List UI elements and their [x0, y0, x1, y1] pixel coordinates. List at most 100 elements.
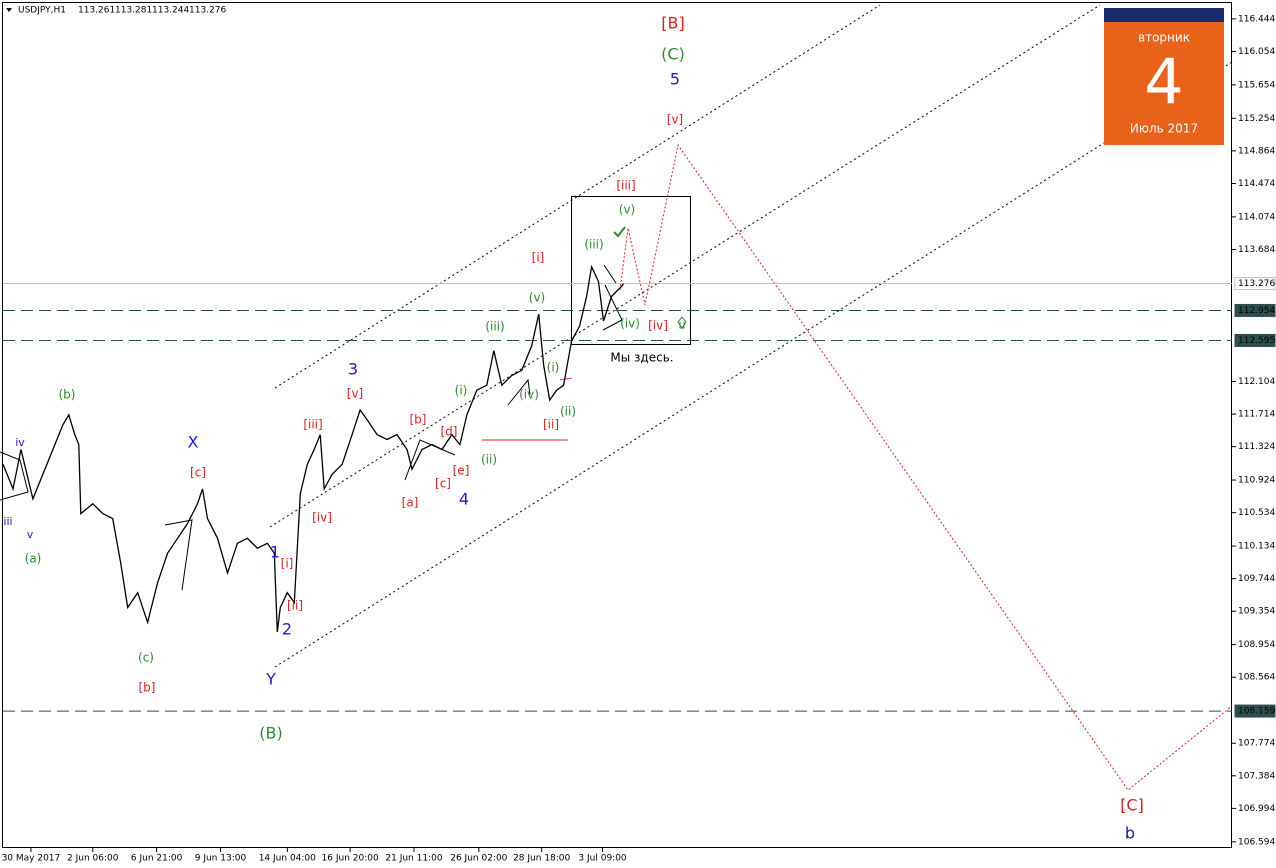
- triangle: [507, 378, 531, 406]
- y-tick-label: 108.954: [1238, 640, 1275, 650]
- wave-label: iv: [15, 436, 25, 449]
- wave-label: [a]: [402, 496, 419, 510]
- wave-label: [C]: [1120, 796, 1144, 815]
- calendar-body: [1104, 8, 1224, 145]
- calendar-widget: вторник 4 Июль 2017: [1104, 8, 1224, 145]
- wave-label: [iv]: [312, 511, 332, 525]
- wave-label: [B]: [661, 14, 684, 33]
- y-tick-label: 115.654: [1238, 80, 1275, 90]
- wave-label: [v]: [667, 113, 683, 127]
- wave-label: [e]: [453, 464, 470, 478]
- y-tick-label: 110.534: [1238, 508, 1275, 518]
- wave-label: [iii]: [303, 418, 322, 432]
- ohlc-value: 113.244: [152, 6, 189, 16]
- y-tick-label: 106.994: [1238, 804, 1275, 814]
- wave-label: [c]: [435, 477, 451, 491]
- y-tick-label: 114.864: [1238, 146, 1275, 156]
- wave-label: [b]: [410, 413, 427, 427]
- level-label: 112.954: [1238, 306, 1275, 316]
- wave-label: [iii]: [616, 179, 635, 193]
- wave-label: X: [188, 433, 199, 452]
- calendar-weekday: вторник: [1138, 31, 1190, 45]
- drawings: [0, 143, 1233, 791]
- wave-label: [b]: [139, 681, 156, 695]
- level-label-bg: [1234, 303, 1276, 317]
- focus-box: [571, 196, 691, 345]
- y-tick-label: 115.254: [1238, 114, 1275, 124]
- wave-label: [v]: [347, 387, 363, 401]
- level-label-bg: [1234, 704, 1276, 718]
- wave-label: [ii]: [287, 599, 303, 613]
- x-tick-label: 28 Jun 18:00: [513, 854, 570, 864]
- calendar-rings: [1104, 8, 1224, 22]
- wave-label: [c]: [190, 466, 206, 480]
- wave-label: 3: [348, 360, 358, 379]
- trend-stroke: [603, 264, 617, 284]
- wave-label: [i]: [532, 251, 545, 265]
- y-tick-label: 110.924: [1238, 476, 1275, 486]
- level-label: 108.159: [1238, 707, 1275, 717]
- wave-label: (B): [259, 724, 282, 743]
- wave-label: [iv]: [648, 319, 668, 333]
- wave-label: (C): [661, 45, 685, 64]
- x-tick-label: 3 Jul 09:00: [578, 854, 627, 864]
- y-tick-label: 116.054: [1238, 47, 1275, 57]
- wave-label: (a): [25, 552, 42, 566]
- wave-label: [d]: [441, 425, 458, 439]
- x-tick-label: 6 Jun 21:00: [131, 854, 183, 864]
- triangle: [164, 519, 193, 591]
- x-tick-label: 21 Jun 11:00: [385, 854, 442, 864]
- triangle: [404, 439, 456, 481]
- level-label-bg: [1234, 277, 1276, 291]
- x-tick-label: 14 Jun 04:00: [259, 854, 316, 864]
- y-tick-label: 111.714: [1238, 410, 1275, 420]
- wave-label: (v): [529, 291, 545, 305]
- calendar-day: 4: [1144, 45, 1183, 118]
- wave-label: (v): [619, 203, 635, 217]
- wave-label: (ii): [560, 405, 576, 419]
- wave-label: Y: [265, 670, 276, 689]
- wave-label: (c): [138, 651, 154, 665]
- calendar-month: Июль 2017: [1130, 122, 1198, 136]
- level-label: 112.595: [1238, 336, 1275, 346]
- wave-label: Мы здесь.: [610, 351, 673, 365]
- menu-arrow: [6, 8, 12, 12]
- wave-label: 4: [459, 490, 469, 509]
- wave-label: 2: [282, 620, 292, 639]
- x-tick-label: 9 Jun 13:00: [195, 854, 247, 864]
- wave-label: (ii): [481, 453, 497, 467]
- y-tick-label: 109.354: [1238, 607, 1275, 617]
- wave-label: (iii): [485, 320, 504, 334]
- ohlc-value: 113.261: [78, 6, 115, 16]
- y-tick-label: 106.594: [1238, 837, 1275, 847]
- x-tick-label: 16 Jun 20:00: [322, 854, 379, 864]
- triangle: [0, 451, 29, 501]
- marker-line: [559, 377, 573, 381]
- y-tick-label: 114.074: [1238, 212, 1275, 222]
- y-tick-label: 109.744: [1238, 574, 1275, 584]
- wave-label: (i): [455, 384, 468, 398]
- triangle: [602, 284, 623, 331]
- y-tick-label: 111.324: [1238, 442, 1275, 452]
- ohlc-value: 113.281: [115, 6, 152, 16]
- wave-label: 1: [270, 543, 280, 562]
- wave-label: (iv): [519, 388, 539, 402]
- wave-label: 5: [670, 70, 680, 89]
- chart-title: USDJPY,H1: [18, 6, 66, 16]
- projection: [619, 143, 1233, 791]
- channel-lines: [269, 4, 1233, 668]
- plot-frame: [2, 2, 1232, 848]
- ohlc-value: 113.276: [189, 6, 226, 16]
- channel-line: [274, 61, 1233, 668]
- price-line: [2, 264, 625, 633]
- check-mark: [613, 226, 626, 238]
- wave-label: [ii]: [543, 418, 559, 432]
- level-label: 113.276: [1238, 279, 1275, 289]
- wave-label: (i): [547, 361, 560, 375]
- x-tick-label: 2 Jun 06:00: [67, 854, 119, 864]
- wave-label: v: [27, 528, 34, 541]
- x-tick-label: 30 May 2017: [2, 854, 61, 864]
- wave-label: (b): [59, 388, 76, 402]
